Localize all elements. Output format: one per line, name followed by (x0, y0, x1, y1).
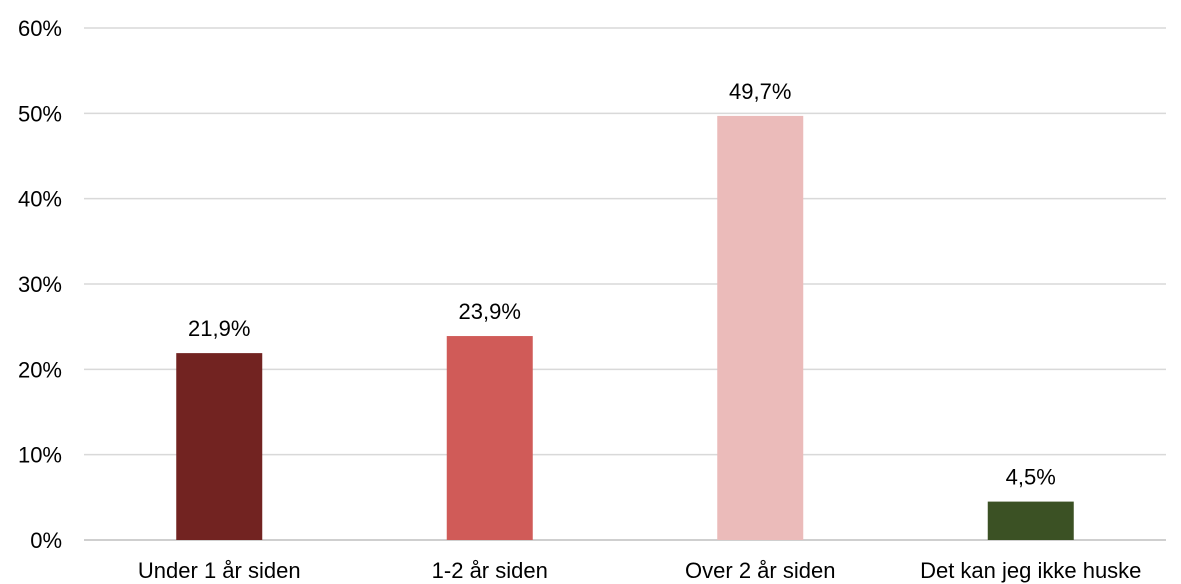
bar (987, 501, 1074, 540)
category-label: Det kan jeg ikke huske (920, 558, 1141, 583)
bar (176, 353, 263, 540)
y-tick-label: 0% (30, 528, 62, 553)
bar (717, 115, 804, 540)
bars (176, 115, 1074, 540)
y-tick-label: 40% (18, 187, 62, 212)
y-tick-label: 30% (18, 272, 62, 297)
bar (446, 336, 533, 540)
data-labels: 21,9% 23,9% 49,7% 4,5% (188, 79, 1056, 490)
data-label: 49,7% (729, 79, 791, 104)
data-label: 4,5% (1006, 465, 1056, 490)
x-axis-category-labels: Under 1 år siden 1-2 år siden Over 2 år si… (138, 558, 1142, 583)
category-label: 1-2 år siden (432, 558, 548, 583)
category-label: Over 2 år siden (685, 558, 835, 583)
y-tick-label: 20% (18, 357, 62, 382)
gridlines (84, 27, 1166, 541)
y-tick-label: 50% (18, 101, 62, 126)
data-label: 23,9% (459, 299, 521, 324)
category-label: Under 1 år siden (138, 558, 301, 583)
data-label: 21,9% (188, 316, 250, 341)
y-tick-label: 60% (18, 16, 62, 41)
y-tick-label: 10% (18, 443, 62, 468)
y-axis-tick-labels: 0% 10% 20% 30% 40% 50% 60% (18, 16, 62, 553)
